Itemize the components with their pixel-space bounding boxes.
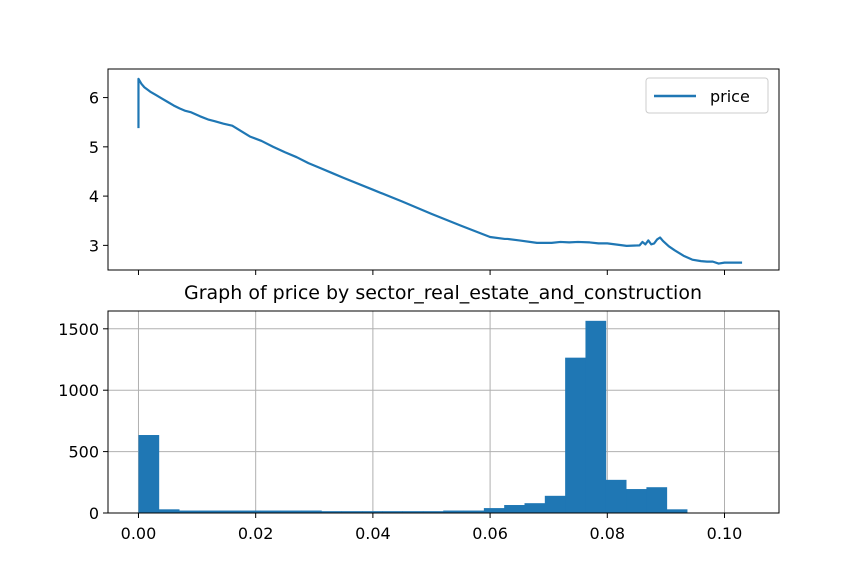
y-tick-label: 3 <box>89 236 99 255</box>
histogram-bar <box>646 487 668 513</box>
price-line <box>137 77 743 265</box>
histogram-bar <box>219 510 241 513</box>
histogram-bar <box>544 495 566 513</box>
y-tick-label: 4 <box>89 187 99 206</box>
histogram-bar <box>504 505 525 513</box>
line-series-group <box>137 77 743 265</box>
x-tick-label: 0.06 <box>472 524 508 543</box>
histogram-bar <box>402 511 424 513</box>
x-tick-label: 0.04 <box>355 524 391 543</box>
histogram-bar <box>361 511 383 513</box>
histogram-frame <box>107 310 780 514</box>
histogram-bar <box>280 510 302 513</box>
histogram-bar <box>565 357 586 513</box>
y-tick-label: 6 <box>89 89 99 108</box>
histogram-bar <box>158 509 180 513</box>
histogram-bar <box>382 511 403 513</box>
line-plot-y-ticks: 3 4 5 6 <box>89 89 108 255</box>
histogram-bar <box>483 508 505 513</box>
histogram-bar <box>524 503 546 513</box>
legend-box <box>645 77 769 114</box>
histogram-bar <box>321 511 343 513</box>
histogram-bar <box>240 510 261 513</box>
histogram-axes: Graph of price by sector_real_estate_and… <box>58 282 780 543</box>
histogram-y-ticks: 0 500 1000 1500 <box>58 320 108 523</box>
x-tick-label: 0.08 <box>589 524 625 543</box>
histogram-bar <box>301 510 322 513</box>
line-plot-axes: 3 4 5 6 price <box>89 68 780 275</box>
histogram-bar <box>585 320 607 513</box>
y-tick-label: 500 <box>68 443 99 462</box>
histogram-x-ticks: 0.00 0.02 0.04 0.06 0.08 0.10 <box>121 513 743 543</box>
y-tick-label: 0 <box>89 504 99 523</box>
legend-label-price: price <box>710 87 750 106</box>
histogram-bar <box>260 510 282 513</box>
histogram-bar <box>666 509 688 513</box>
histogram-bar <box>138 435 160 513</box>
x-tick-label: 0.00 <box>121 524 157 543</box>
legend: price <box>645 77 769 114</box>
x-tick-label: 0.10 <box>707 524 743 543</box>
line-plot-frame <box>107 68 780 271</box>
histogram-bar <box>422 511 444 513</box>
histogram-bar <box>199 510 221 513</box>
histogram-bar <box>443 510 464 513</box>
x-tick-label: 0.02 <box>238 524 274 543</box>
histogram-bar <box>341 511 363 513</box>
y-tick-label: 1500 <box>58 320 99 339</box>
histogram-bar <box>463 510 485 513</box>
y-tick-label: 5 <box>89 138 99 157</box>
y-tick-label: 1000 <box>58 381 99 400</box>
histogram-bars <box>138 320 688 513</box>
histogram-bar <box>605 479 627 513</box>
histogram-bar <box>626 489 647 513</box>
histogram-bar <box>179 510 200 513</box>
histogram-title: Graph of price by sector_real_estate_and… <box>184 282 702 304</box>
line-plot-x-ticks <box>137 270 725 275</box>
